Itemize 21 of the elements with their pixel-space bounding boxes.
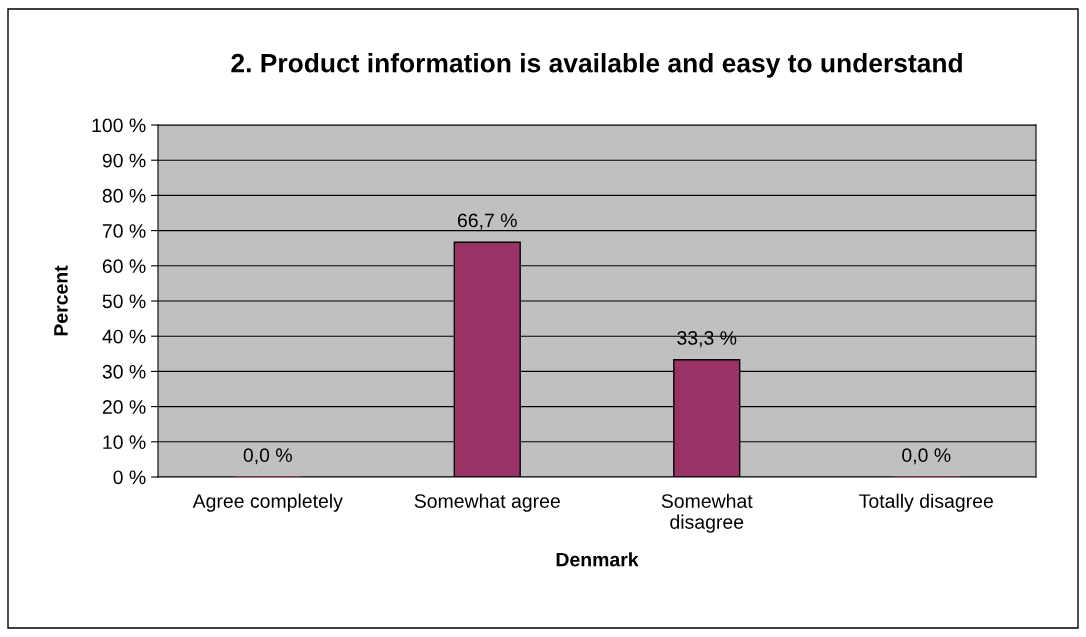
x-tick-label: Somewhat agree [414,493,560,512]
x-tick-label: Agree completely [192,493,343,512]
y-tick-label: 80 % [102,188,146,203]
y-tick-label: 70 % [102,224,146,238]
y-tick-label: 90 % [102,153,146,168]
chart-title: 2. Product information is available and easy to understand [231,53,962,78]
data-label: 0,0 % [243,448,292,465]
y-tick-label: 20 % [102,400,146,414]
data-label: 66,7 % [457,213,517,230]
y-axis-title: Percent [54,265,68,336]
y-tick-label: 0 % [113,470,146,485]
y-tick-label: 100 % [92,118,146,133]
y-tick-label: 10 % [103,435,146,450]
data-label: 0,0 % [902,448,951,465]
y-tick-label: 50 % [102,294,146,309]
y-tick-label: 60 % [102,259,146,274]
y-tick-label: 40 % [102,329,146,344]
x-tick-label: Somewhat disagree [661,493,753,533]
x-tick-label: Totally disagree [859,493,993,512]
y-tick-label: 30 % [102,364,146,379]
x-axis-title: Denmark [556,552,639,567]
